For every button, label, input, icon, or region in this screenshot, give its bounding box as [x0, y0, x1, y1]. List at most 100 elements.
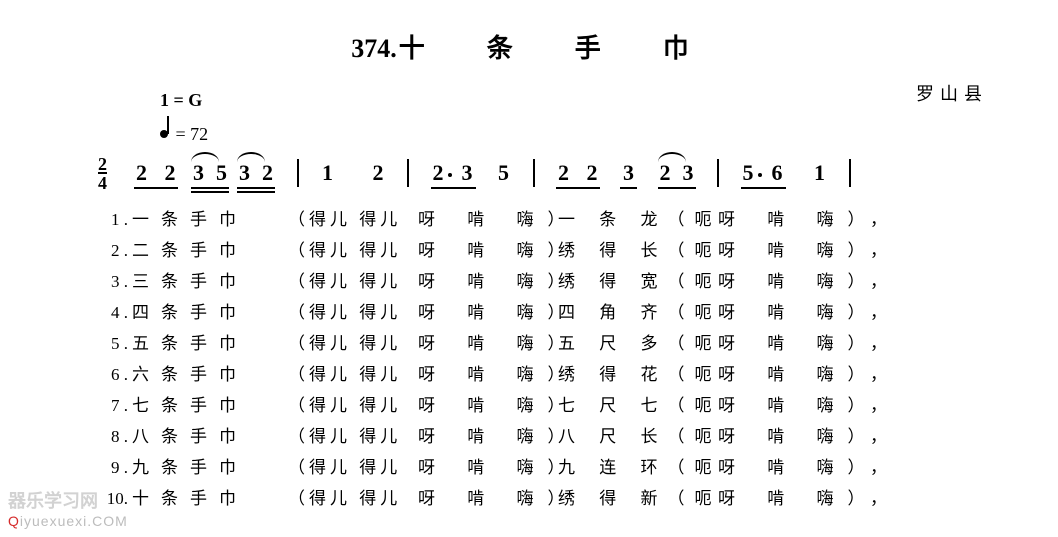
lyrics-block: 1 .一条手巾（得儿 得儿呀 啃 嗨）一 条 龙（呃呀 啃 嗨），2 .二条手巾… [98, 204, 1018, 514]
note: 2 [367, 160, 390, 186]
verse-row: 4 .四条手巾（得儿 得儿呀 啃 嗨）四 角 齐（呃呀 啃 嗨）， [98, 297, 1018, 328]
lyric-seg-c: 呀 啃 嗨） [418, 452, 558, 483]
beam-group: 23 [427, 160, 479, 186]
verse-row: 1 .一条手巾（得儿 得儿呀 啃 嗨）一 条 龙（呃呀 啃 嗨）， [98, 204, 1018, 235]
beam-group: 32 [233, 160, 279, 186]
verse-number: 5 . [98, 328, 128, 359]
barline [717, 159, 719, 187]
lyric-seg-b: （得儿 得儿 [288, 328, 418, 359]
measure-2: 1 2 [316, 160, 390, 186]
note: 2 [256, 160, 279, 186]
measure-5: 56 1 [737, 160, 832, 186]
lyric-seg-e: 呀 啃 嗨）， [718, 452, 878, 483]
note: 2 [552, 160, 575, 186]
verse-row: 2 .二条手巾（得儿 得儿呀 啃 嗨）绣 得 长（呃呀 啃 嗨）， [98, 235, 1018, 266]
note: 3 [617, 160, 640, 186]
lyric-seg-a: 二条手巾 [132, 235, 288, 266]
note: 3 [233, 160, 256, 186]
note: 1 [808, 160, 831, 186]
barline [849, 159, 851, 187]
lyric-seg-b: （得儿 得儿 [288, 235, 418, 266]
lyric-seg-c: 呀 啃 嗨） [418, 359, 558, 390]
lyric-seg-b: （得儿 得儿 [288, 266, 418, 297]
lyric-seg-e: 呀 啃 嗨）， [718, 328, 878, 359]
verse-row: 10.十条手巾（得儿 得儿呀 啃 嗨）绣 得 新（呃呀 啃 嗨）， [98, 483, 1018, 514]
lyric-seg-b: （得儿 得儿 [288, 359, 418, 390]
verse-row: 6 .六条手巾（得儿 得儿呀 啃 嗨）绣 得 花（呃呀 啃 嗨）， [98, 359, 1018, 390]
verse-row: 5 .五条手巾（得儿 得儿呀 啃 嗨）五 尺 多（呃呀 啃 嗨）， [98, 328, 1018, 359]
verse-number: 7 . [98, 390, 128, 421]
lyric-seg-a: 五条手巾 [132, 328, 288, 359]
lyric-seg-d: 绣 得 花（呃 [558, 359, 718, 390]
measure-4: 2 2 3 23 [552, 160, 700, 186]
verse-row: 3 .三条手巾（得儿 得儿呀 啃 嗨）绣 得 宽（呃呀 啃 嗨）， [98, 266, 1018, 297]
verse-number: 4 . [98, 297, 128, 328]
note: 2 [654, 160, 677, 186]
lyric-seg-d: 绣 得 新（呃 [558, 483, 718, 514]
lyric-seg-d: 五 尺 多（呃 [558, 328, 718, 359]
lyric-seg-e: 呀 啃 嗨）， [718, 390, 878, 421]
title-number: 374. [351, 34, 397, 63]
verse-number: 6 . [98, 359, 128, 390]
lyric-seg-c: 呀 啃 嗨） [418, 266, 558, 297]
verse-row: 8 .八条手巾（得儿 得儿呀 啃 嗨）八 尺 长（呃呀 啃 嗨）， [98, 421, 1018, 452]
page-title: 374.十 条 手 巾 [0, 28, 1058, 65]
time-signature: 2 4 [98, 156, 107, 191]
lyric-seg-d: 绣 得 长（呃 [558, 235, 718, 266]
note: 3 [456, 160, 479, 186]
lyric-seg-d: 绣 得 宽（呃 [558, 266, 718, 297]
lyric-seg-a: 一条手巾 [132, 204, 288, 235]
lyric-seg-d: 七 尺 七（呃 [558, 390, 718, 421]
note: 3 [677, 160, 700, 186]
lyric-seg-b: （得儿 得儿 [288, 204, 418, 235]
note: 5 [737, 160, 760, 186]
note: 3 [187, 160, 210, 186]
tempo-marking: = 72 [160, 122, 208, 145]
verse-row: 9 .九条手巾（得儿 得儿呀 啃 嗨）九 连 环（呃呀 啃 嗨）， [98, 452, 1018, 483]
lyric-seg-e: 呀 啃 嗨）， [718, 359, 878, 390]
lyric-seg-e: 呀 啃 嗨）， [718, 204, 878, 235]
watermark-line1: 器乐学习网 [8, 491, 98, 511]
measure-3: 23 5 [427, 160, 516, 186]
jianpu-notation: 2 2 35 32 1 2 23 5 2 2 3 23 [130, 160, 1018, 189]
lyric-seg-b: （得儿 得儿 [288, 421, 418, 452]
lyric-seg-d: 九 连 环（呃 [558, 452, 718, 483]
beam-group: 56 [737, 160, 789, 186]
lyric-seg-c: 呀 啃 嗨） [418, 390, 558, 421]
barline [407, 159, 409, 187]
verse-number: 3 . [98, 266, 128, 297]
lyric-seg-d: 八 尺 长（呃 [558, 421, 718, 452]
lyric-seg-c: 呀 啃 嗨） [418, 235, 558, 266]
tempo-value: = 72 [176, 124, 209, 144]
lyric-seg-c: 呀 啃 嗨） [418, 328, 558, 359]
lyric-seg-c: 呀 啃 嗨） [418, 204, 558, 235]
note: 2 [159, 160, 182, 186]
timesig-numerator: 2 [98, 156, 107, 172]
note: 5 [210, 160, 233, 186]
beam-group: 35 [187, 160, 233, 186]
timesig-denominator: 4 [98, 172, 107, 191]
verse-number: 9 . [98, 452, 128, 483]
watermark-line2: Qiyuexuexi.COM [8, 513, 128, 529]
lyric-seg-b: （得儿 得儿 [288, 483, 418, 514]
note: 2 [130, 160, 153, 186]
lyric-seg-c: 呀 啃 嗨） [418, 297, 558, 328]
note-stem [167, 116, 169, 134]
region-label: 罗山县 [916, 80, 988, 106]
lyric-seg-e: 呀 啃 嗨）， [718, 266, 878, 297]
lyric-seg-a: 六条手巾 [132, 359, 288, 390]
lyric-seg-c: 呀 啃 嗨） [418, 483, 558, 514]
verse-number: 2 . [98, 235, 128, 266]
lyric-seg-d: 四 角 齐（呃 [558, 297, 718, 328]
lyric-seg-e: 呀 啃 嗨）， [718, 235, 878, 266]
lyric-seg-a: 七条手巾 [132, 390, 288, 421]
verse-row: 7 .七条手巾（得儿 得儿呀 啃 嗨）七 尺 七（呃呀 啃 嗨）， [98, 390, 1018, 421]
title-text: 十 条 手 巾 [399, 34, 707, 63]
lyric-seg-e: 呀 啃 嗨）， [718, 421, 878, 452]
key-signature: 1 = G [160, 90, 202, 111]
watermark-q: Q [8, 513, 20, 529]
lyric-seg-c: 呀 啃 嗨） [418, 421, 558, 452]
lyric-seg-e: 呀 啃 嗨）， [718, 483, 878, 514]
barline [297, 159, 299, 187]
verse-number: 8 . [98, 421, 128, 452]
